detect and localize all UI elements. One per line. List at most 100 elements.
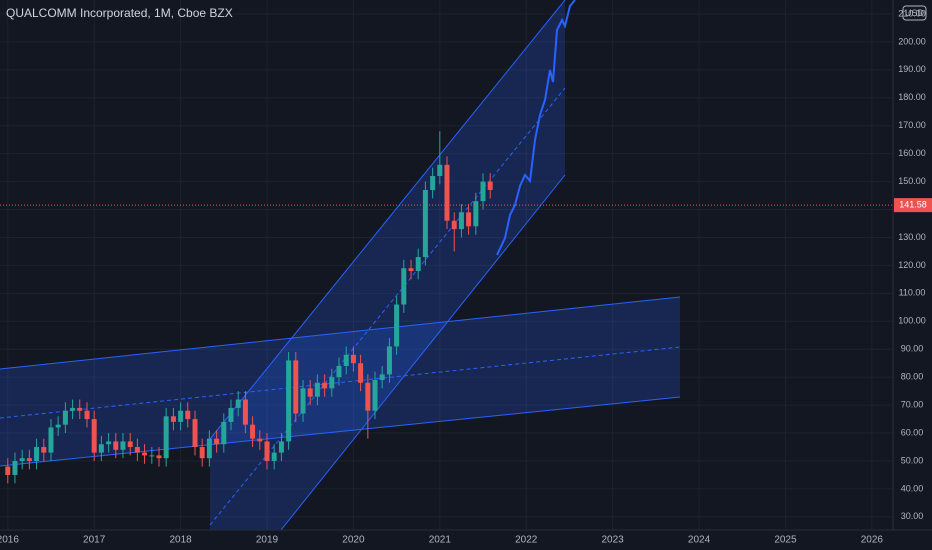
candle-body [228, 407, 234, 422]
candle-body [257, 438, 263, 442]
drawings [0, 0, 681, 531]
candle-body [451, 220, 457, 230]
candle-body [350, 354, 356, 364]
candle-body [466, 212, 472, 227]
candle-body [127, 441, 133, 448]
candle-body [487, 181, 493, 190]
candle-body [134, 447, 140, 453]
candle-body [48, 427, 54, 453]
channel-midline [0, 346, 681, 419]
candle-body [206, 438, 212, 459]
candle-body [70, 407, 76, 411]
candle-body [55, 424, 61, 428]
x-tick-label: 2021 [429, 535, 452, 546]
candle-body [307, 388, 313, 397]
candle-body [19, 458, 25, 461]
x-tick-label: 2026 [861, 535, 884, 546]
candle-body [343, 354, 349, 366]
y-tick-label: 200.00 [898, 36, 926, 46]
candle-body [358, 363, 364, 383]
candle-body [271, 452, 277, 461]
candle-body [120, 441, 126, 450]
y-tick-label: 130.00 [898, 232, 926, 242]
candle-body [142, 452, 148, 456]
currency: USD [905, 8, 925, 18]
channel-line [0, 296, 681, 370]
y-tick-label: 180.00 [898, 92, 926, 102]
candle-body [235, 399, 241, 408]
candle-body [91, 419, 97, 453]
candle-body [12, 460, 18, 475]
currency-box [902, 5, 927, 21]
candle-body [286, 360, 292, 442]
candle-body [329, 377, 335, 389]
candle-body [149, 455, 155, 457]
candle-body [5, 466, 11, 475]
candle-body [473, 201, 479, 227]
candles [5, 131, 493, 484]
y-tick-label: 90.00 [901, 344, 924, 354]
y-tick-label: 60.00 [901, 427, 924, 437]
y-tick-label: 30.00 [901, 511, 924, 521]
x-tick-label: 2022 [515, 535, 538, 546]
candle-body [408, 268, 414, 272]
candle-body [415, 257, 421, 272]
y-tick-label: 70.00 [901, 399, 924, 409]
y-tick-label: 100.00 [898, 316, 926, 326]
candle-body [314, 382, 320, 397]
candle-body [458, 212, 464, 230]
candle-body [379, 374, 385, 380]
candle-body [264, 441, 270, 461]
channel-line [209, 0, 566, 440]
y-tick-label: 80.00 [901, 372, 924, 382]
last-price-label: 141.58 [899, 200, 927, 210]
candle-body [394, 304, 400, 347]
candle-body [422, 189, 428, 258]
candle-body [34, 447, 40, 461]
chart-title: QUALCOMM Incorporated, 1M, Cboe BZX [6, 6, 233, 20]
last-price-tag [894, 198, 932, 213]
y-tick-label: 210.00 [898, 8, 926, 18]
y-tick-label: 110.00 [899, 288, 926, 298]
y-tick-label: 160.00 [898, 148, 926, 158]
candle-body [41, 447, 47, 453]
y-tick-label: 120.00 [898, 260, 926, 270]
candle-body [250, 424, 256, 439]
candle-body [221, 421, 227, 445]
y-tick-label: 40.00 [901, 483, 924, 493]
candle-body [430, 176, 436, 190]
candle-body [480, 181, 486, 202]
grid [0, 0, 893, 530]
candle-body [293, 360, 299, 414]
x-tick-label: 2018 [169, 535, 192, 546]
x-tick-label: 2025 [774, 535, 797, 546]
candle-body [242, 399, 248, 425]
x-tick-label: 2020 [342, 535, 365, 546]
x-tick-label: 2017 [83, 535, 106, 546]
candle-body [106, 441, 112, 445]
x-tick-label: 2024 [688, 535, 711, 546]
price-axis [893, 0, 932, 550]
candle-body [170, 416, 176, 422]
x-tick-label: 2023 [602, 535, 625, 546]
candle-body [156, 455, 162, 459]
x-tick-label: 2016 [0, 535, 19, 546]
candle-body [113, 441, 119, 450]
candle-body [322, 382, 328, 389]
channel-fill [210, 0, 565, 530]
channel-line [280, 174, 566, 531]
candle-body [62, 410, 68, 425]
candle-body [444, 164, 450, 221]
y-tick-label: 190.00 [898, 64, 926, 74]
candle-body [437, 164, 443, 177]
candle-body [199, 447, 205, 459]
candle-body [163, 416, 169, 459]
candle-body [98, 444, 104, 453]
x-tick-label: 2019 [256, 535, 279, 546]
axes: 30.00 40.00 50.00 60.00 70.00 80.00 90.00 100.0… [0, 8, 932, 546]
channel-fill [0, 297, 680, 466]
candle-body [192, 419, 198, 448]
candle-body [185, 410, 191, 420]
